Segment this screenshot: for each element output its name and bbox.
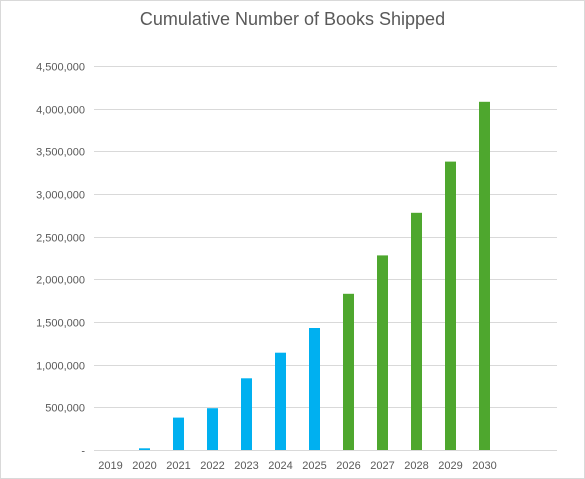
bar-2021 [173, 417, 184, 450]
x-tick-label: 2023 [234, 460, 258, 472]
y-tick-label: 2,500,000 [36, 233, 85, 245]
y-tick-label: 4,000,000 [36, 105, 85, 117]
y-axis-ticks: - 500,000 1,000,000 1,500,000 2,000,000 2,500… [36, 62, 85, 458]
bar-2020 [139, 448, 150, 450]
bar-2027 [377, 255, 388, 450]
bar-2025 [309, 328, 320, 450]
bar-2024 [275, 352, 286, 450]
bar-2023 [241, 378, 252, 450]
x-tick-label: 2027 [370, 460, 394, 472]
bars [139, 101, 490, 451]
y-tick-label: 3,500,000 [36, 147, 85, 159]
bar-2026 [343, 293, 354, 450]
bar-2022 [207, 408, 218, 450]
y-tick-label: 2,000,000 [36, 275, 85, 287]
x-tick-label: 2019 [98, 460, 122, 472]
x-tick-label: 2020 [132, 460, 156, 472]
x-tick-label: 2021 [166, 460, 190, 472]
y-tick-label: 4,500,000 [36, 62, 85, 74]
y-tick-label: - [81, 446, 85, 458]
bar-2029 [445, 161, 456, 450]
x-tick-label: 2030 [472, 460, 496, 472]
chart-title: Cumulative Number of Books Shipped [139, 9, 446, 29]
x-tick-label: 2025 [302, 460, 326, 472]
x-tick-label: 2022 [200, 460, 224, 472]
x-axis-ticks: 2019 2020 2021 2022 2023 2024 2025 2026 2027 2028… [98, 460, 496, 472]
x-tick-label: 2028 [404, 460, 428, 472]
bar-2028 [411, 212, 422, 450]
y-tick-label: 3,000,000 [36, 190, 85, 202]
y-tick-label: 1,000,000 [36, 361, 85, 373]
y-tick-label: 1,500,000 [36, 318, 85, 330]
y-tick-label: 500,000 [45, 403, 85, 415]
x-tick-label: 2029 [438, 460, 462, 472]
x-tick-label: 2026 [336, 460, 360, 472]
bar-2030 [479, 101, 490, 451]
x-tick-label: 2024 [268, 460, 292, 472]
